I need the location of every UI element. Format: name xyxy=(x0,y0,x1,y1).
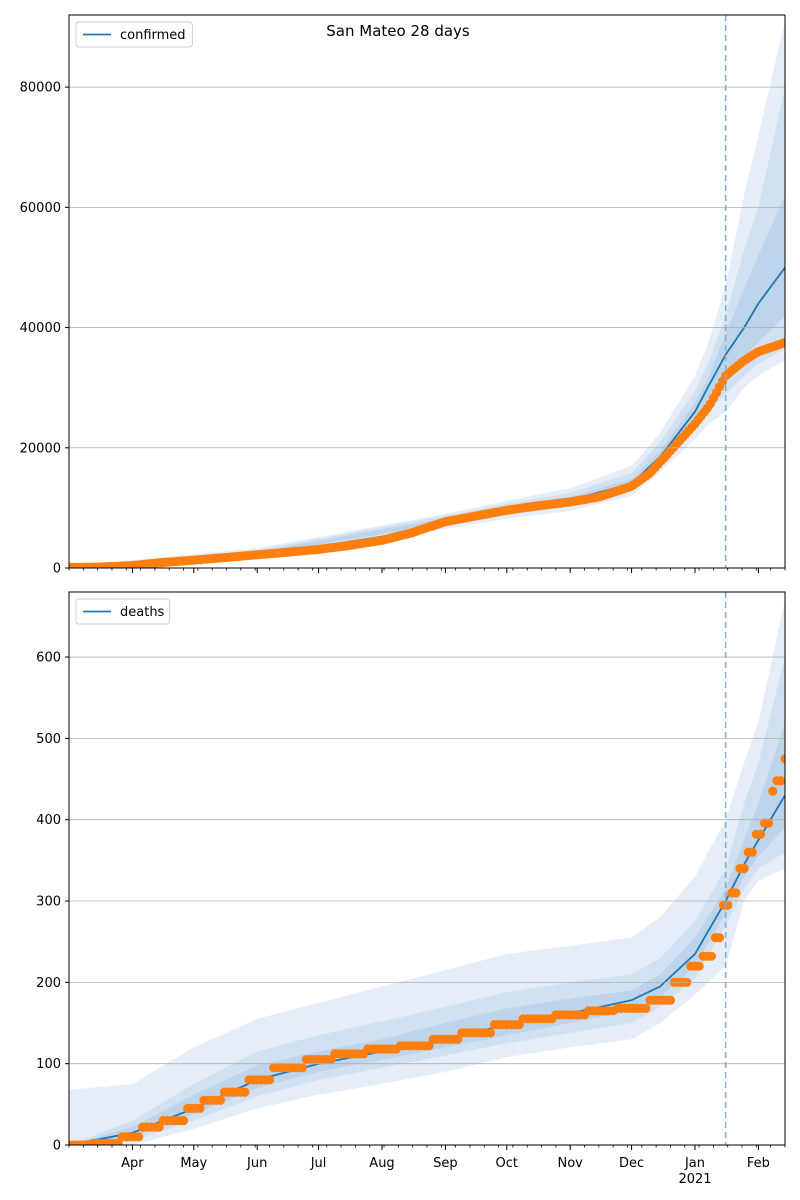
observed-point xyxy=(179,1116,189,1126)
x-tick-label: Aug xyxy=(369,1156,394,1171)
x-tick-label: Feb xyxy=(747,1156,770,1171)
plot-area xyxy=(69,21,785,568)
x-tick-label: Jul xyxy=(310,1156,327,1171)
uncertainty-band-2 xyxy=(69,657,785,1145)
y-tick-label: 100 xyxy=(36,1057,61,1072)
x-tick-label: Oct xyxy=(496,1156,518,1171)
observed-point xyxy=(240,1087,250,1097)
y-tick-label: 40000 xyxy=(20,321,61,336)
plot-area xyxy=(69,600,785,1145)
y-tick-label: 400 xyxy=(36,813,61,828)
x-tick-label: Apr xyxy=(121,1156,144,1171)
observed-point xyxy=(764,818,774,828)
legend: deaths xyxy=(75,598,171,625)
observed-point xyxy=(485,1028,495,1038)
observed-point xyxy=(195,1103,205,1113)
y-tick-label: 80000 xyxy=(20,81,61,96)
legend-box xyxy=(75,598,171,625)
observed-point xyxy=(694,961,704,971)
observed-point xyxy=(134,1132,144,1142)
observed-point xyxy=(706,951,717,961)
y-tick-label: 60000 xyxy=(20,201,61,216)
x-tick-label: May xyxy=(180,1156,207,1171)
uncertainty-band-1 xyxy=(69,21,785,568)
legend: confirmed xyxy=(75,21,193,48)
observed-point xyxy=(780,754,785,764)
y-tick-label: 500 xyxy=(36,732,61,747)
uncertainty-band-3 xyxy=(69,195,785,568)
uncertainty-band-1 xyxy=(69,600,785,1145)
observed-point xyxy=(739,863,749,874)
observed-point xyxy=(755,829,766,839)
legend-label: confirmed xyxy=(120,28,186,43)
y-tick-label: 0 xyxy=(53,1139,61,1154)
x-tick-label: Jan xyxy=(684,1156,705,1171)
observed-point xyxy=(641,1003,651,1014)
observed-point xyxy=(776,776,785,786)
confirmed-panel: 0 20000 40000 60000 80000 confirmed xyxy=(20,14,786,577)
observed-point xyxy=(264,1075,275,1085)
deaths-panel: 0 100 200 300 400 500 600 Apr May Jun Jul Aug Sep Oct… xyxy=(36,591,786,1187)
x-tick-label: Jun xyxy=(246,1156,267,1171)
x-tick-sublabel: 2021 xyxy=(678,1172,711,1187)
axes-frame xyxy=(68,14,786,569)
observed-point xyxy=(731,888,741,898)
legend-box xyxy=(75,21,193,48)
x-tick-label: Nov xyxy=(558,1156,584,1171)
x-tick-label: Sep xyxy=(433,1156,458,1171)
observed-point xyxy=(747,847,757,857)
legend-label: deaths xyxy=(120,605,165,620)
x-tick-label: Dec xyxy=(619,1156,644,1171)
observed-point xyxy=(215,1095,225,1105)
observed-point xyxy=(665,995,676,1005)
y-tick-label: 200 xyxy=(36,976,61,991)
observed-point xyxy=(297,1063,307,1073)
observed-point xyxy=(779,338,785,348)
observed-point xyxy=(768,786,778,796)
observed-point xyxy=(723,900,733,910)
y-tick-label: 20000 xyxy=(20,441,61,456)
figure-title: San Mateo 28 days xyxy=(326,22,470,40)
y-tick-label: 300 xyxy=(36,895,61,910)
y-tick-label: 600 xyxy=(36,651,61,666)
observed-point xyxy=(714,933,725,943)
y-tick-label: 0 xyxy=(53,562,61,577)
